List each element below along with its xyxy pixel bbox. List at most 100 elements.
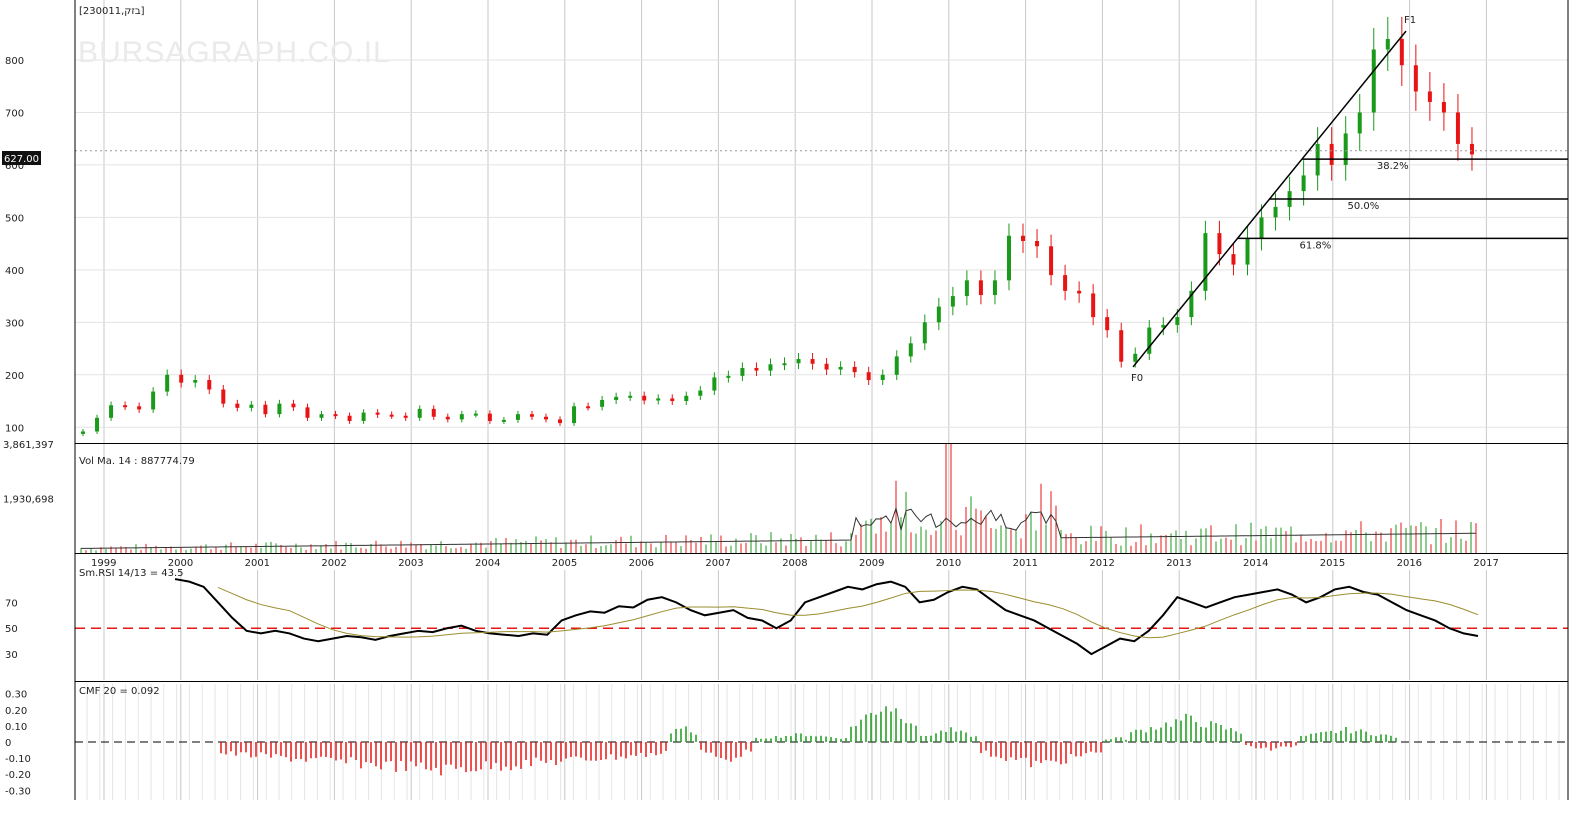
rsi-ma-line [217,587,1479,639]
axes: 1999 2000 2001 2002 2003 2004 2005 2006 2007 2008… [3,0,1569,800]
candle-body [249,404,254,408]
candle-body [1161,324,1166,328]
candle-body [1441,101,1446,113]
candle-body [642,395,647,401]
candle-body [796,359,801,364]
x-tick-label: 2008 [782,558,807,569]
ticker-title: [230011,בזק] [79,6,145,17]
x-tick-label: 2017 [1473,558,1498,569]
candle-body [894,356,899,375]
candle-body [1385,38,1390,50]
candle-body [193,380,198,383]
candle-body [305,407,310,418]
candle-body [1343,133,1348,165]
candle-body [123,405,128,408]
candle-body [1217,233,1222,255]
candle-body [1357,112,1362,134]
candle-body [543,416,548,420]
candle-body [137,406,142,410]
price-tag-value: 627.00 [4,154,39,165]
candle-body [445,416,450,420]
x-tick-label: 2014 [1243,558,1268,569]
price-panel: F0 F1 38.2% 50.0% 61.8% [75,15,1568,437]
candle-body [473,413,478,416]
candle-body [698,390,703,396]
candle-body [361,412,366,421]
candle-body [263,404,268,415]
cmf-tick-label: 0.30 [5,690,27,701]
y-tick-label: 800 [5,56,24,67]
candle-body [1329,143,1334,165]
candle-body [1399,38,1404,66]
candle-body [908,343,913,357]
candle-body [1147,327,1152,354]
candle-body [1006,235,1011,281]
candle-body [824,363,829,370]
candle-body [586,406,591,409]
cmf-tick-label: -0.20 [5,770,31,781]
candle-body [1245,238,1250,265]
price-tag: 627.00 [2,151,41,165]
candle-body [501,419,506,422]
candle-body [389,414,394,417]
grid-lines [75,0,1568,800]
y-tick-label: 700 [5,108,24,119]
y-tick-label: 100 [5,423,24,434]
cmf-tick-label: -0.10 [5,754,31,765]
x-tick-label: 2012 [1089,558,1114,569]
cmf-tick-label: 0 [5,738,11,749]
candle-body [487,413,492,421]
candle-body [1413,65,1418,92]
candle-body [726,375,731,378]
candle-body [810,359,815,364]
candle-body [768,364,773,371]
candle-body [375,412,380,415]
candle-body [1371,49,1376,113]
candle-body [740,367,745,376]
candle-body [1063,275,1068,291]
x-tick-label: 2003 [398,558,423,569]
candle-body [1469,143,1474,155]
fib-level-label: 50.0% [1348,201,1380,212]
volume-ma-line [80,506,1477,549]
y-tick-label: 200 [5,371,24,382]
y-tick-label: 500 [5,213,24,224]
candle-body [1203,233,1208,291]
candle-body [1427,91,1432,102]
rsi-line [174,578,1479,656]
candle-body [572,406,577,424]
candle-body [852,366,857,373]
candle-body [922,322,927,344]
candle-body [1175,317,1180,325]
y-tick-label: 300 [5,318,24,329]
candle-body [1133,353,1138,362]
candle-body [880,374,885,381]
candle-body [1259,217,1264,239]
candle-body [754,367,759,371]
candle-body [978,280,983,296]
candle-body [1077,290,1082,294]
candle-body [1301,175,1306,192]
candle-body [1273,206,1278,218]
candle-body [1189,290,1194,318]
candle-body [1021,235,1026,241]
x-tick-label: 2002 [321,558,346,569]
candle-body [207,380,212,390]
fib-level-label: 61.8% [1300,240,1332,251]
watermark: BURSAGRAPH.CO.IL [78,36,391,69]
candle-body [277,403,282,415]
candle-body [936,306,941,323]
vol-tick-label: 3,861,397 [3,440,54,451]
candle-body [1455,112,1460,144]
fib-start-label: F0 [1131,373,1143,384]
rsi-tick-label: 50 [5,624,18,635]
x-tick-label: 2016 [1397,558,1422,569]
candle-body [179,374,184,383]
fib-level-label: 38.2% [1377,161,1409,172]
candle-body [670,398,675,402]
candle-body [614,396,619,400]
x-tick-label: 2010 [936,558,961,569]
candle-body [712,377,717,391]
candle-body [109,405,114,418]
